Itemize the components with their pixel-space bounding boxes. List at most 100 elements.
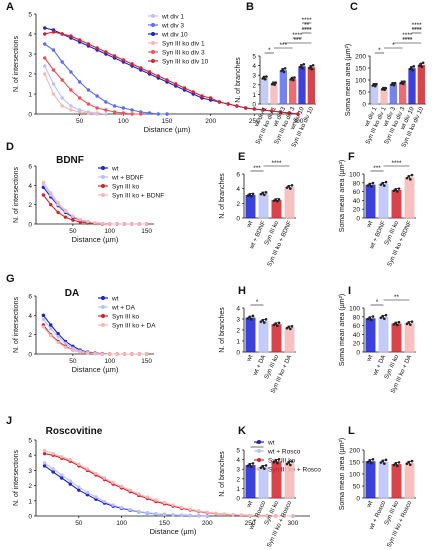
y-tick-label: 0 (28, 222, 32, 229)
data-point (56, 340, 60, 345)
y-tick-label: 2 (236, 476, 240, 483)
y-tick-label: 5 (28, 12, 32, 19)
significance-label: * (392, 42, 395, 49)
data-point (165, 112, 169, 116)
data-point (41, 313, 46, 318)
y-tick-label: 1 (252, 92, 256, 99)
data-point (302, 63, 306, 66)
legend-label: Syn III ko div 3 (162, 50, 205, 57)
y-tick-label: 0 (236, 496, 240, 503)
data-point (137, 509, 141, 514)
data-point (248, 193, 251, 196)
data-point (274, 514, 278, 518)
panel-letter: H (238, 285, 246, 297)
bar (284, 463, 295, 499)
data-point (379, 316, 383, 320)
y-tick-label: 4 (252, 63, 256, 70)
data-point (156, 74, 160, 78)
data-point (287, 111, 291, 115)
data-point (287, 461, 290, 464)
data-point (115, 352, 119, 356)
data-point (122, 222, 127, 226)
data-point (93, 221, 97, 225)
significance-label: * (256, 299, 259, 306)
y-tick-label: 4 (28, 453, 32, 460)
legend-marker (101, 193, 105, 197)
data-point (95, 112, 99, 116)
significance-label: **** (412, 27, 423, 34)
bar (245, 194, 256, 219)
data-point (248, 463, 251, 466)
y-tick-label: 2 (28, 332, 32, 339)
significance-label: * (268, 47, 271, 54)
data-point (396, 464, 399, 468)
data-point (410, 459, 414, 463)
x-tick-label: 50 (69, 358, 77, 365)
y-tick-label: 3 (28, 468, 32, 475)
y-tick-label: 6 (28, 294, 32, 301)
data-point (407, 460, 410, 464)
data-point (309, 65, 313, 68)
data-point (419, 62, 423, 66)
data-point (77, 488, 81, 492)
data-point (130, 112, 134, 116)
y-tick-label: 2 (236, 328, 240, 335)
panel-title: Roscovitine (46, 426, 103, 437)
data-point (69, 88, 73, 92)
data-point (145, 510, 150, 515)
data-point (393, 81, 397, 85)
y-tick-label: 0 (28, 112, 32, 119)
data-point (69, 70, 73, 74)
data-point (137, 222, 141, 226)
data-point (397, 320, 401, 324)
data-point (85, 351, 90, 355)
data-point (60, 104, 64, 108)
x-tick-label: 200 (205, 118, 216, 125)
bar (258, 466, 269, 499)
y-tick-label: 4 (236, 457, 240, 464)
data-point (276, 461, 279, 465)
y-tick-label: 0 (236, 216, 240, 223)
data-point (366, 184, 370, 187)
data-point (421, 61, 425, 65)
y-tick-label: 4 (28, 183, 32, 190)
data-point (394, 462, 397, 465)
data-point (77, 485, 81, 489)
data-point (251, 192, 255, 196)
data-point (85, 219, 90, 224)
data-point (396, 190, 399, 193)
data-point (63, 345, 68, 349)
x-axis-label: Distance (µm) (150, 527, 197, 536)
data-point (392, 83, 396, 87)
data-point (285, 462, 289, 466)
y-tick-label: 100 (349, 472, 360, 479)
y-tick-label: 3 (236, 467, 240, 474)
data-point (43, 42, 47, 46)
data-point (205, 510, 209, 514)
legend-marker (257, 449, 261, 453)
legend-label: wt (111, 296, 119, 303)
data-point (263, 467, 266, 470)
data-point (226, 102, 230, 106)
data-point (289, 187, 292, 190)
significance-label: **** (391, 160, 402, 167)
y-tick-label: 200 (349, 448, 360, 455)
data-point (208, 96, 213, 100)
legend-label: Syn III ko div 1 (162, 41, 205, 48)
data-point (261, 108, 265, 112)
x-category-label: wt (245, 220, 255, 230)
legend-marker (151, 50, 155, 54)
x-axis-label: Distance (µm) (72, 365, 119, 374)
x-tick-label: 150 (141, 228, 152, 235)
bar (404, 177, 415, 219)
data-point (77, 110, 82, 114)
bar (258, 320, 269, 353)
data-point (392, 463, 396, 467)
y-axis-label: N. of branches (235, 57, 242, 103)
y-tick-label: 0 (362, 102, 366, 109)
data-point (384, 313, 388, 317)
data-point (261, 318, 264, 322)
data-point (147, 111, 152, 115)
data-point (51, 451, 55, 456)
